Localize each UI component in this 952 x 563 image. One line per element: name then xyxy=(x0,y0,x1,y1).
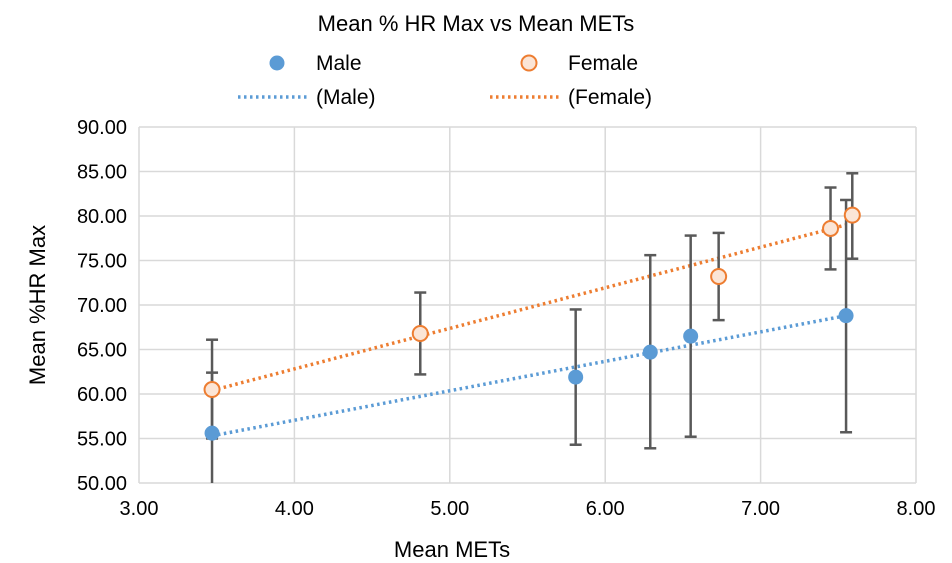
y-axis-title: Mean %HR Max xyxy=(25,225,50,385)
y-tick-label: 65.00 xyxy=(77,340,127,362)
y-tick-label: 85.00 xyxy=(77,162,127,184)
y-tick-label: 75.00 xyxy=(77,251,127,273)
point-female xyxy=(822,219,840,237)
point-male xyxy=(204,425,220,441)
x-tick-label: 6.00 xyxy=(586,498,625,520)
trendline-male xyxy=(211,313,847,438)
legend-label-female: Female xyxy=(568,52,638,75)
y-tick-label: 80.00 xyxy=(77,206,127,228)
x-tick-label: 5.00 xyxy=(430,498,469,520)
point-male xyxy=(683,328,699,344)
x-tick-label: 4.00 xyxy=(275,498,314,520)
x-tick-label: 8.00 xyxy=(897,498,936,520)
legend: Male Female (Male) (Female) xyxy=(238,52,652,109)
legend-label-male: Male xyxy=(316,52,362,75)
point-male xyxy=(568,369,584,385)
point-female xyxy=(411,324,429,342)
point-male xyxy=(642,344,658,360)
legend-label-trend-male: (Male) xyxy=(316,86,376,109)
trendline-female xyxy=(211,223,847,393)
point-female xyxy=(710,268,728,286)
chart-title: Mean % HR Max vs Mean METs xyxy=(318,11,635,36)
x-tick-label: 7.00 xyxy=(741,498,780,520)
gridlines xyxy=(138,126,917,484)
y-tick-label: 55.00 xyxy=(77,429,127,451)
y-tick-label: 60.00 xyxy=(77,384,127,406)
point-male xyxy=(838,308,854,324)
point-female xyxy=(203,381,221,399)
legend-marker-female xyxy=(520,54,538,72)
y-tick-label: 70.00 xyxy=(77,295,127,317)
x-axis-title: Mean METs xyxy=(394,537,510,562)
trendlines xyxy=(211,223,847,438)
y-axis-ticks: 50.00 55.00 60.00 65.00 70.00 75.00 80.00 85.00… xyxy=(77,117,127,495)
legend-label-trend-female: (Female) xyxy=(568,86,652,109)
data-points xyxy=(203,206,861,441)
y-tick-label: 50.00 xyxy=(77,473,127,495)
x-tick-label: 3.00 xyxy=(120,498,159,520)
legend-marker-male xyxy=(269,55,285,71)
x-axis-ticks: 3.00 4.00 5.00 6.00 7.00 8.00 xyxy=(120,498,936,520)
y-tick-label: 90.00 xyxy=(77,117,127,139)
point-female xyxy=(843,206,861,224)
